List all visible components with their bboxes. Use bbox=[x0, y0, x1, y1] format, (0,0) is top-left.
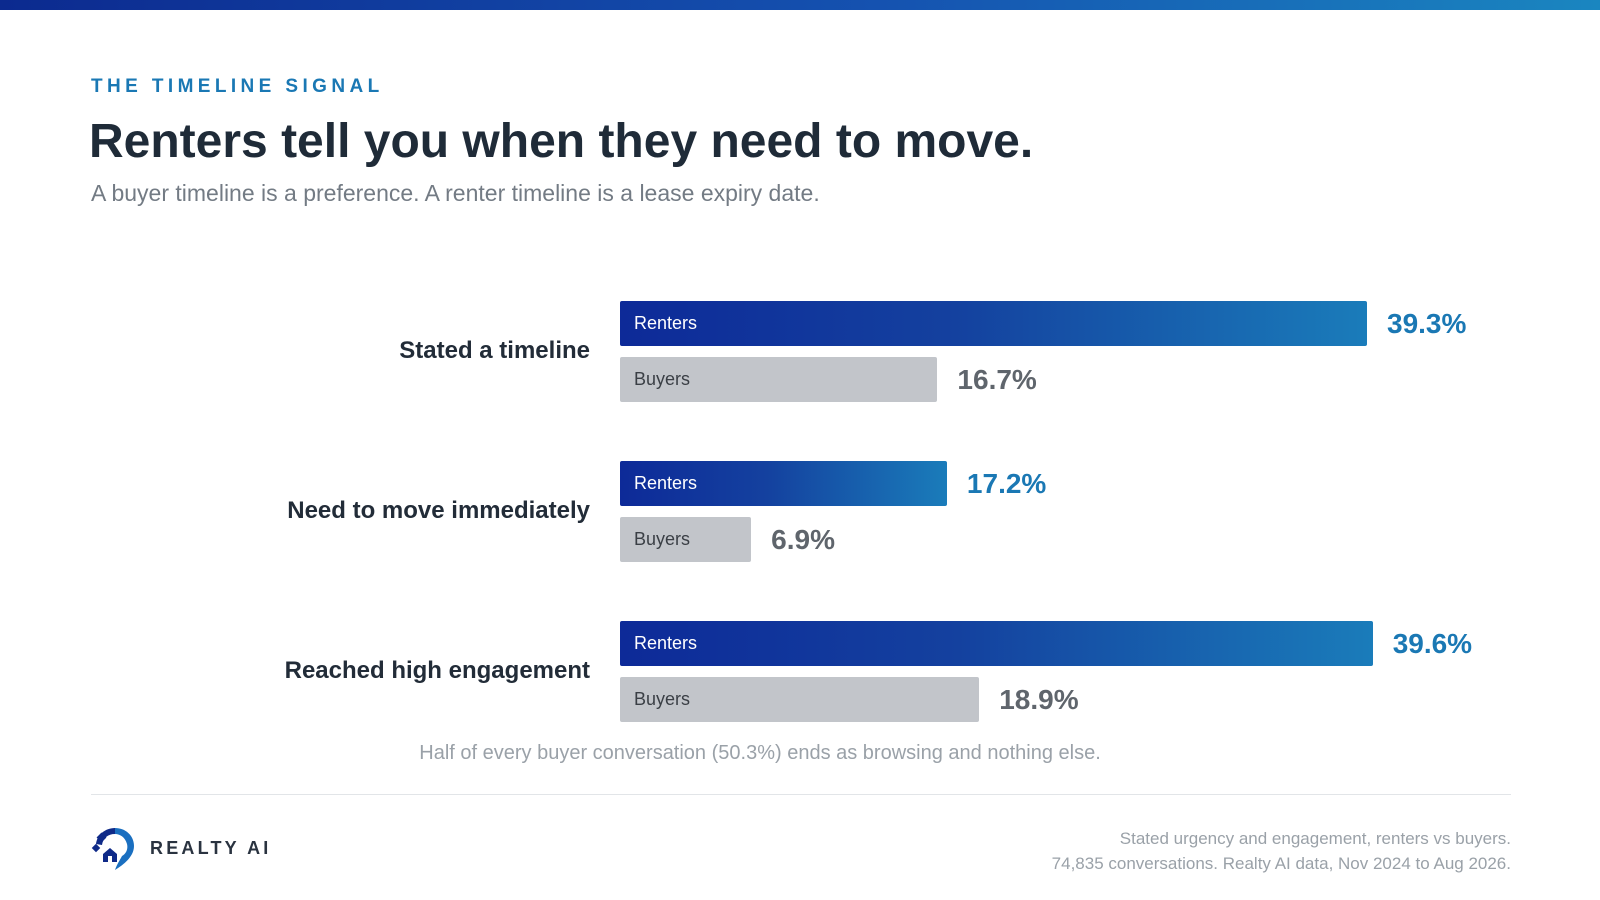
house-pin-icon bbox=[91, 828, 134, 870]
data-label: 18.9% bbox=[999, 684, 1079, 715]
category-label: Stated a timeline bbox=[399, 336, 590, 364]
data-label: 17.2% bbox=[966, 468, 1047, 499]
series-label: Buyers bbox=[634, 529, 691, 549]
renters-bar: Renters bbox=[620, 621, 1373, 666]
category-label: Reached high engagement bbox=[284, 656, 590, 684]
source-line-2: 74,835 conversations. Realty AI data, No… bbox=[1051, 854, 1511, 873]
buyers-bar: Buyers bbox=[620, 357, 938, 402]
series-label: Renters bbox=[634, 473, 698, 493]
page-title: Renters tell you when they need to move. bbox=[89, 115, 1034, 168]
series-label: Renters bbox=[634, 633, 698, 653]
data-label: 16.7% bbox=[957, 364, 1037, 395]
category-label: Need to move immediately bbox=[287, 496, 590, 524]
page-subtitle: A buyer timeline is a preference. A rent… bbox=[91, 180, 820, 206]
data-label: 6.9% bbox=[771, 524, 835, 555]
series-label: Buyers bbox=[634, 369, 691, 389]
buyers-bar: Buyers bbox=[620, 677, 980, 722]
section-eyebrow: THE TIMELINE SIGNAL bbox=[91, 76, 384, 97]
series-label: Buyers bbox=[634, 689, 691, 709]
buyers-bar: Buyers bbox=[620, 517, 752, 562]
top-accent-bar bbox=[0, 0, 1600, 10]
data-label: 39.3% bbox=[1387, 308, 1467, 339]
footer-divider bbox=[91, 794, 1511, 795]
source-line-1: Stated urgency and engagement, renters v… bbox=[1119, 829, 1511, 848]
source-note: Stated urgency and engagement, renters v… bbox=[1052, 826, 1511, 876]
renters-bar: Renters bbox=[620, 461, 947, 506]
chart-footnote: Half of every buyer conversation (50.3%)… bbox=[419, 742, 1101, 764]
series-label: Renters bbox=[634, 313, 698, 333]
brand-name: REALTY AI bbox=[150, 838, 272, 858]
data-label: 39.6% bbox=[1392, 628, 1473, 659]
renters-bar: Renters bbox=[620, 301, 1367, 346]
